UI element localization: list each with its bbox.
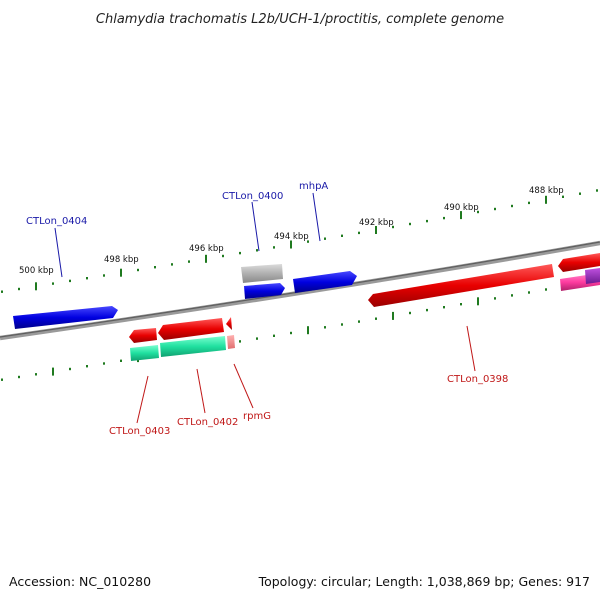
- minor-tick: [528, 291, 530, 294]
- minor-tick: [324, 237, 326, 240]
- minor-tick: [290, 331, 292, 335]
- minor-tick: [511, 204, 513, 208]
- minor-tick: [120, 359, 122, 362]
- minor-tick: [324, 326, 326, 329]
- minor-tick: [171, 263, 173, 266]
- minor-tick: [358, 320, 360, 323]
- minor-tick: [188, 260, 190, 263]
- minor-tick: [154, 266, 156, 269]
- gene-ctlon-0403-rna[interactable]: [130, 345, 159, 361]
- minor-tick: [341, 234, 343, 237]
- minor-tick: [409, 222, 411, 226]
- minor-tick: [443, 306, 445, 309]
- minor-tick: [35, 373, 37, 376]
- minor-tick: [307, 240, 309, 243]
- minor-tick: [375, 317, 377, 320]
- gene-right-edge-purple[interactable]: [585, 268, 600, 284]
- minor-tick: [511, 294, 513, 297]
- minor-tick: [222, 254, 224, 258]
- major-tick: [205, 254, 207, 263]
- upper-scale-ticks: [1, 189, 598, 293]
- major-tick: [290, 240, 292, 249]
- minor-tick: [239, 251, 241, 255]
- minor-tick: [528, 201, 530, 205]
- gene-reverse-small-arrow[interactable]: [129, 328, 157, 343]
- gene-ctlon-0402-arrow[interactable]: [158, 318, 224, 340]
- scale-label-500kbp: 500 kbp: [19, 266, 54, 276]
- minor-tick: [52, 282, 54, 285]
- minor-tick: [562, 195, 564, 198]
- minor-tick: [494, 207, 496, 211]
- gene-pseudo-gray-arrow[interactable]: [241, 264, 283, 283]
- gene-label-ctlon-0398[interactable]: CTLon_0398: [447, 374, 508, 385]
- gene-rpmg-feature[interactable]: [227, 335, 235, 349]
- minor-tick: [460, 303, 462, 306]
- gene-rna-long[interactable]: [160, 336, 226, 357]
- scale-label-492kbp: 492 kbp: [359, 218, 394, 228]
- gene-ctlon-0398-arrow[interactable]: [368, 264, 554, 307]
- minor-tick: [426, 308, 428, 312]
- minor-tick: [273, 334, 275, 337]
- scale-label-490kbp: 490 kbp: [444, 203, 479, 213]
- minor-tick: [103, 274, 105, 277]
- minor-tick: [103, 362, 105, 365]
- gene-ctlon-0404-arrow[interactable]: [13, 306, 118, 329]
- minor-tick: [443, 216, 445, 220]
- minor-tick: [358, 231, 360, 235]
- minor-tick: [545, 288, 547, 291]
- major-tick: [52, 367, 54, 376]
- major-tick: [545, 195, 547, 204]
- scale-label-496kbp: 496 kbp: [189, 244, 224, 254]
- minor-tick: [273, 246, 275, 249]
- gene-right-edge-red-arrow[interactable]: [558, 253, 600, 272]
- minor-tick: [596, 189, 598, 192]
- minor-tick: [409, 311, 411, 315]
- gene-label-ctlon-0404[interactable]: CTLon_0404: [26, 216, 87, 227]
- minor-tick: [1, 378, 3, 381]
- major-tick: [477, 297, 479, 306]
- minor-tick: [69, 367, 71, 371]
- gene-label-rpmg[interactable]: rpmG: [243, 411, 271, 422]
- minor-tick: [494, 297, 496, 300]
- scale-label-494kbp: 494 kbp: [274, 232, 309, 242]
- scale-label-488kbp: 488 kbp: [529, 186, 564, 196]
- accession-text: Accession: NC_010280: [9, 574, 151, 589]
- major-tick: [460, 211, 462, 220]
- minor-tick: [18, 287, 20, 291]
- minor-tick: [426, 219, 428, 223]
- gene-ctlon-0400-arrow[interactable]: [244, 283, 285, 299]
- minor-tick: [86, 277, 88, 280]
- major-tick: [392, 311, 394, 320]
- gene-label-ctlon-0402[interactable]: CTLon_0402: [177, 417, 238, 428]
- gene-red-tiny-arrow[interactable]: [226, 317, 232, 330]
- minor-tick: [256, 337, 258, 340]
- minor-tick: [579, 192, 581, 195]
- scale-label-498kbp: 498 kbp: [104, 255, 139, 265]
- map-title: Chlamydia trachomatis L2b/UCH-1/proctiti…: [96, 12, 504, 27]
- minor-tick: [1, 290, 3, 293]
- gene-label-ctlon-0403[interactable]: CTLon_0403: [109, 426, 170, 437]
- minor-tick: [69, 279, 71, 283]
- genome-summary-text: Topology: circular; Length: 1,038,869 bp…: [258, 574, 590, 589]
- major-tick: [120, 268, 122, 277]
- gene-label-mhpa[interactable]: mhpA: [299, 181, 328, 192]
- minor-tick: [392, 225, 394, 229]
- minor-tick: [341, 323, 343, 326]
- minor-tick: [239, 340, 241, 343]
- minor-tick: [18, 375, 20, 379]
- minor-tick: [137, 268, 139, 272]
- major-tick: [375, 226, 377, 234]
- major-tick: [35, 282, 37, 291]
- minor-tick: [477, 210, 479, 214]
- gene-label-ctlon-0400[interactable]: CTLon_0400: [222, 191, 283, 202]
- minor-tick: [86, 365, 88, 368]
- major-tick: [307, 326, 309, 335]
- gene-mhpa-arrow[interactable]: [293, 271, 357, 293]
- minor-tick: [256, 249, 258, 252]
- label-leader-lines: [54, 192, 476, 424]
